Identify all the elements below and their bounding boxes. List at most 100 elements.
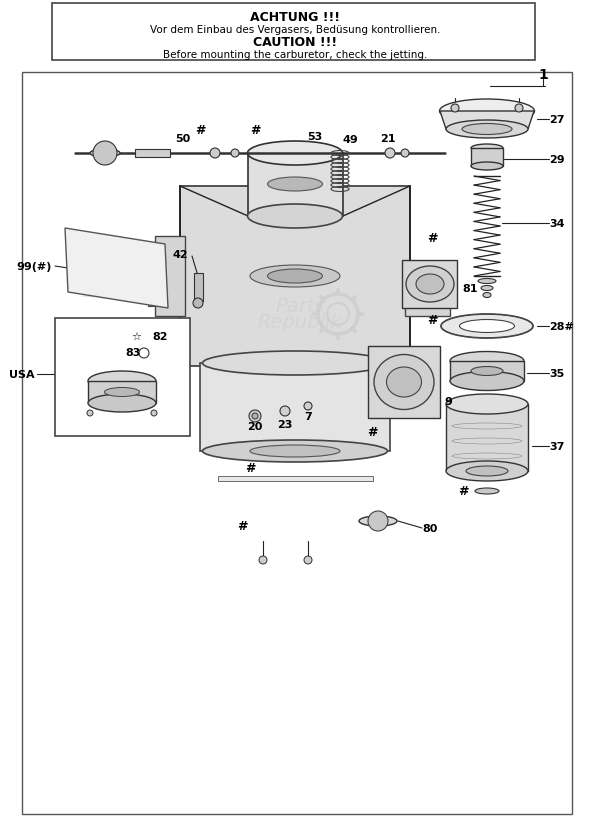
Text: 7: 7 <box>304 411 312 421</box>
Circle shape <box>451 104 459 113</box>
Bar <box>405 262 450 317</box>
Circle shape <box>252 414 258 420</box>
Ellipse shape <box>268 270 323 283</box>
Text: 29: 29 <box>549 155 564 165</box>
Text: 80: 80 <box>422 523 437 533</box>
Text: 99(#): 99(#) <box>17 262 52 272</box>
Text: 37: 37 <box>549 441 564 451</box>
Text: CAUTION !!!: CAUTION !!! <box>253 35 337 48</box>
Text: 81: 81 <box>462 283 478 293</box>
Bar <box>22 73 572 814</box>
Circle shape <box>193 298 203 308</box>
Bar <box>471 149 503 167</box>
Text: #: # <box>245 462 255 475</box>
Ellipse shape <box>440 99 534 124</box>
Bar <box>446 405 528 472</box>
Circle shape <box>259 556 267 564</box>
Circle shape <box>151 410 157 416</box>
Text: 42: 42 <box>172 250 188 260</box>
Text: USA: USA <box>9 370 35 380</box>
Ellipse shape <box>483 293 491 298</box>
Bar <box>450 361 524 381</box>
Circle shape <box>304 556 312 564</box>
Circle shape <box>249 410 261 422</box>
Ellipse shape <box>88 395 156 412</box>
Ellipse shape <box>387 368 421 398</box>
Circle shape <box>210 149 220 159</box>
Bar <box>155 237 185 317</box>
Ellipse shape <box>475 488 499 494</box>
Bar <box>55 319 190 436</box>
Circle shape <box>401 150 409 158</box>
Ellipse shape <box>446 395 528 415</box>
Ellipse shape <box>250 446 340 457</box>
Circle shape <box>231 150 239 158</box>
Text: Republik: Republik <box>258 312 342 331</box>
Ellipse shape <box>471 367 503 376</box>
Ellipse shape <box>450 372 524 391</box>
Ellipse shape <box>248 205 343 229</box>
Ellipse shape <box>471 145 503 153</box>
Ellipse shape <box>478 279 496 284</box>
Text: Before mounting the carburetor, check the jetting.: Before mounting the carburetor, check th… <box>163 50 427 60</box>
Bar <box>200 364 390 451</box>
Bar <box>52 4 535 61</box>
Text: 82: 82 <box>152 332 167 342</box>
Ellipse shape <box>250 266 340 288</box>
Ellipse shape <box>203 352 388 375</box>
Text: #: # <box>237 520 247 533</box>
Text: 9: 9 <box>444 396 452 406</box>
Ellipse shape <box>471 163 503 171</box>
Text: #: # <box>367 425 377 438</box>
Bar <box>194 273 203 302</box>
Circle shape <box>368 512 388 532</box>
Ellipse shape <box>446 461 528 482</box>
Text: #: # <box>195 125 205 137</box>
Ellipse shape <box>459 320 515 333</box>
Ellipse shape <box>446 121 528 139</box>
Polygon shape <box>440 112 534 130</box>
Circle shape <box>304 402 312 410</box>
Circle shape <box>280 406 290 416</box>
Text: 1: 1 <box>538 68 548 82</box>
Text: 53: 53 <box>307 132 323 142</box>
Ellipse shape <box>374 355 434 410</box>
Circle shape <box>87 410 93 416</box>
Text: #: # <box>427 232 437 245</box>
Bar <box>248 154 343 217</box>
Ellipse shape <box>441 314 533 339</box>
Text: Parts: Parts <box>275 297 324 316</box>
Text: Vor dem Einbau des Vergasers, Bedüsung kontrollieren.: Vor dem Einbau des Vergasers, Bedüsung k… <box>150 25 440 35</box>
Text: 34: 34 <box>549 219 564 229</box>
Bar <box>218 477 373 482</box>
Text: #: # <box>427 314 437 327</box>
Text: 27: 27 <box>549 115 564 125</box>
Text: ☆: ☆ <box>131 332 141 342</box>
Bar <box>88 381 156 404</box>
Text: 23: 23 <box>277 420 293 430</box>
Ellipse shape <box>416 275 444 294</box>
Ellipse shape <box>90 150 120 158</box>
Bar <box>180 186 410 366</box>
Ellipse shape <box>359 517 397 527</box>
Ellipse shape <box>248 142 343 166</box>
Polygon shape <box>65 229 168 308</box>
Ellipse shape <box>450 352 524 371</box>
Ellipse shape <box>88 371 156 391</box>
Ellipse shape <box>105 388 139 397</box>
Text: ACHTUNG !!!: ACHTUNG !!! <box>250 11 340 23</box>
Circle shape <box>515 104 523 113</box>
Ellipse shape <box>203 441 388 462</box>
Text: #: # <box>458 485 468 498</box>
Ellipse shape <box>268 178 323 191</box>
Text: 83: 83 <box>125 348 141 358</box>
Text: 21: 21 <box>380 134 396 144</box>
Bar <box>148 252 163 307</box>
Ellipse shape <box>406 267 454 303</box>
Bar <box>402 261 457 308</box>
Circle shape <box>385 149 395 159</box>
Bar <box>135 150 170 158</box>
Text: 50: 50 <box>176 134 191 144</box>
Text: #: # <box>250 125 260 137</box>
Text: 28#: 28# <box>549 322 574 332</box>
